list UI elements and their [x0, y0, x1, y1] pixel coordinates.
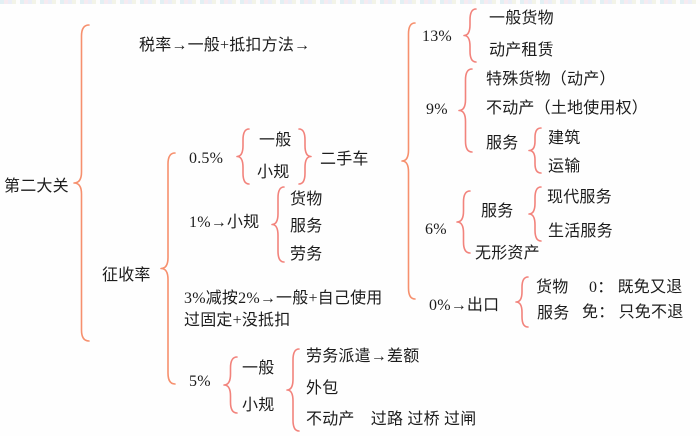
rate-3-line2: 过固定+没抵扣: [184, 312, 291, 329]
rate-9-service-label: 服务: [486, 135, 519, 152]
levy-main-brace: [160, 152, 176, 385]
rate-9-service-transport: 运输: [548, 158, 581, 175]
rate-5-sub-brace: [286, 348, 300, 432]
tax-branch-label: 税率→一般+抵扣方法→: [139, 37, 311, 54]
rate-13-item-movable-lease: 动产租赁: [489, 42, 554, 59]
rate-5-labor-dispatch: 劳务派遣→差额: [306, 348, 420, 365]
tax-main-brace: [401, 22, 416, 300]
rate-05-label: 0.5%: [189, 150, 224, 167]
rate-1-brace: [271, 186, 285, 263]
rate-9-label: 9%: [426, 101, 448, 118]
rate-1-goods: 货物: [290, 191, 323, 208]
rate-1-services: 服务: [290, 218, 323, 235]
rate-6-service-label: 服务: [481, 203, 514, 220]
rate-9-service-brace: [528, 127, 542, 174]
rate-5-brace: [223, 356, 238, 414]
rate-1-labor: 劳务: [290, 246, 323, 263]
rate-3-line1: 3%减按2%→一般+自己使用: [184, 290, 383, 307]
rate-9-item-real-estate: 不动产（土地使用权）: [486, 100, 649, 117]
rate-0-label: 0%→出口: [429, 297, 500, 314]
rate-05-open-brace: [236, 128, 250, 185]
root-label: 第二大关: [4, 178, 69, 195]
rate-0-note-refund: 0： 既免又退: [589, 279, 683, 296]
rate-05-used-car: 二手车: [320, 151, 369, 168]
rate-05-general: 一般: [259, 132, 292, 149]
decorative-top-strip: [0, 0, 700, 4]
rate-6-modern-services: 现代服务: [547, 189, 612, 206]
rate-6-brace: [456, 190, 471, 254]
rate-0-brace: [515, 276, 529, 328]
rate-13-label: 13%: [422, 28, 452, 45]
rate-5-general: 一般: [242, 360, 275, 377]
rate-0-services: 服务: [537, 305, 570, 322]
rate-9-service-construction: 建筑: [548, 130, 581, 147]
rate-13-item-general-goods: 一般货物: [489, 10, 554, 27]
rate-05-close-brace: [298, 128, 312, 185]
rate-6-intangible-assets: 无形资产: [475, 245, 540, 262]
rate-5-outsourcing: 外包: [306, 380, 339, 397]
rate-0-goods: 货物: [536, 279, 569, 296]
rate-6-service-brace: [528, 186, 542, 242]
rate-5-label: 5%: [189, 373, 211, 390]
rate-6-label: 6%: [425, 221, 447, 238]
rate-9-item-special-goods: 特殊货物（动产）: [486, 71, 616, 88]
rate-0-note-exempt: 免： 只免不退: [582, 304, 684, 321]
rate-5-small-scale: 小规: [242, 397, 275, 414]
rate-1-label: 1%→小规: [189, 214, 260, 231]
rate-6-life-services: 生活服务: [548, 223, 613, 240]
root-brace: [73, 24, 90, 342]
rate-5-real-estate-tolls: 不动产 过路 过桥 过闸: [306, 411, 477, 428]
rate-13-brace: [463, 8, 477, 63]
rate-05-small-scale: 小规: [257, 164, 290, 181]
levy-branch-label: 征收率: [102, 267, 151, 284]
rate-9-brace: [458, 68, 473, 153]
